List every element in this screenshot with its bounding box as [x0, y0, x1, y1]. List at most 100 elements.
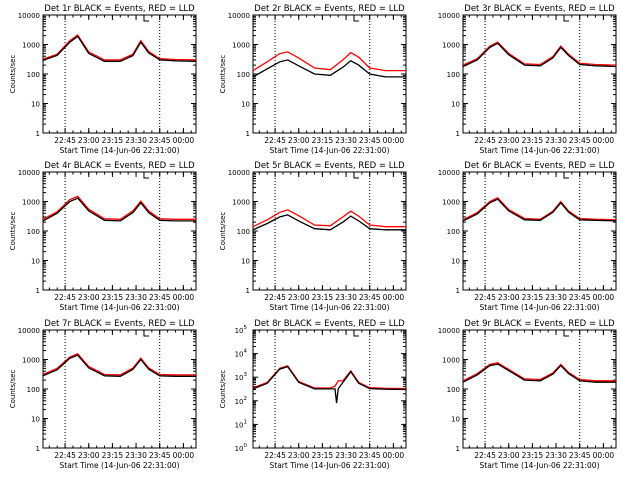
y-tick-label: 1: [246, 130, 250, 138]
y-axis-label: Counts/sec: [219, 370, 227, 409]
x-tick-label: 22:45: [264, 136, 286, 145]
series-events-line: [252, 59, 406, 78]
y-tick-label: 100: [235, 443, 248, 453]
series-events-line: [42, 35, 197, 62]
x-tick-label: 23:00: [498, 136, 520, 145]
plot-frame: [42, 329, 197, 449]
y-tick-label: 10: [31, 101, 40, 109]
x-tick-label: 22:45: [264, 293, 286, 302]
y-tick-label: 1000: [442, 199, 460, 207]
x-tick-label: 23:00: [78, 293, 100, 302]
x-tick-label: 23:00: [498, 293, 520, 302]
y-tick-label: 10: [31, 258, 40, 266]
y-axis-label: Counts/sec: [9, 370, 17, 409]
x-tick-label: 22:45: [54, 293, 76, 302]
x-tick-label: 00:00: [383, 136, 405, 145]
x-tick-label: 23:30: [545, 136, 567, 145]
x-tick-label: 23:45: [149, 136, 171, 145]
series-lld-line: [252, 51, 406, 72]
y-tick-label: 1000: [22, 357, 40, 365]
plot-frame: [42, 171, 197, 291]
plot-frame: [462, 329, 617, 449]
series-lld-line: [462, 197, 617, 221]
y-tick-label: 100: [27, 386, 40, 394]
plot-frame: [462, 14, 617, 134]
x-tick-label: 23:45: [569, 293, 591, 302]
bracket-marker: [353, 15, 359, 22]
series-events-line: [42, 354, 196, 377]
series-events-line: [252, 214, 406, 231]
x-axis-label: Start Time (14-Jun-06 22:31:00): [60, 461, 180, 470]
y-tick-label: 100: [447, 228, 460, 236]
y-tick-label: 1: [246, 287, 250, 295]
x-tick-label: 23:45: [359, 293, 381, 302]
series-events-line: [462, 363, 616, 383]
x-tick-label: 22:45: [264, 451, 286, 460]
x-axis-label: Start Time (14-Jun-06 22:31:00): [270, 461, 390, 470]
y-tick-label: 10: [451, 101, 460, 109]
x-tick-label: 23:30: [125, 136, 147, 145]
y-tick-label: 1: [36, 130, 40, 138]
x-tick-label: 23:00: [78, 136, 100, 145]
x-axis-label: Start Time (14-Jun-06 22:31:00): [270, 146, 390, 155]
y-tick-label: 10000: [18, 327, 40, 335]
series-lld-line: [42, 195, 196, 220]
x-tick-label: 23:45: [359, 136, 381, 145]
bracket-marker: [563, 330, 569, 337]
x-tick-label: 00:00: [383, 451, 405, 460]
x-axis-label: Start Time (14-Jun-06 22:31:00): [60, 146, 180, 155]
y-tick-label: 10000: [18, 169, 40, 177]
x-tick-label: 23:15: [102, 136, 124, 145]
bracket-marker: [563, 15, 569, 22]
y-tick-label: 101: [235, 419, 247, 429]
y-axis-label: Counts/sec: [9, 55, 17, 94]
y-tick-label: 10000: [438, 327, 460, 335]
y-tick-label: 100: [237, 71, 250, 79]
plot-frame: [252, 171, 407, 291]
y-tick-label: 1: [456, 130, 460, 138]
series-events-line: [462, 198, 617, 222]
series-lld-line: [462, 41, 617, 66]
x-axis-label: Start Time (14-Jun-06 22:31:00): [60, 303, 180, 312]
x-axis-label: Start Time (14-Jun-06 22:31:00): [270, 303, 390, 312]
chart-title: Det 8r BLACK = Events, RED = LLD: [254, 319, 405, 329]
chart-panel: Det 6r BLACK = Events, RED = LLD 1 10 100 10…: [438, 161, 617, 312]
x-tick-label: 23:15: [312, 451, 334, 460]
series-lld-line: [252, 209, 406, 228]
x-tick-label: 23:30: [545, 451, 567, 460]
y-tick-label: 1: [456, 445, 460, 453]
x-tick-label: 00:00: [593, 136, 615, 145]
y-axis-label: Counts/sec: [9, 212, 17, 251]
x-tick-label: 23:00: [288, 136, 310, 145]
y-tick-label: 104: [235, 349, 248, 359]
y-tick-label: 1000: [232, 199, 250, 207]
x-tick-label: 22:45: [474, 451, 496, 460]
y-tick-label: 10000: [18, 12, 40, 20]
bracket-marker: [143, 15, 149, 22]
y-tick-label: 10: [451, 258, 460, 266]
x-tick-label: 23:30: [545, 293, 567, 302]
bracket-marker: [143, 330, 149, 337]
chart-title: Det 9r BLACK = Events, RED = LLD: [464, 319, 615, 329]
chart-panel: Det 7r BLACK = Events, RED = LLD 1 10 100 10…: [9, 319, 197, 470]
chart-panel: Det 1r BLACK = Events, RED = LLD 1 10 100 10…: [9, 4, 197, 155]
x-tick-label: 23:15: [312, 293, 334, 302]
x-tick-label: 00:00: [383, 293, 405, 302]
x-tick-label: 23:00: [78, 451, 100, 460]
y-tick-label: 1: [36, 445, 40, 453]
y-tick-label: 1000: [442, 42, 460, 50]
x-axis-label: Start Time (14-Jun-06 22:31:00): [480, 146, 600, 155]
x-axis-label: Start Time (14-Jun-06 22:31:00): [480, 461, 600, 470]
chart-panel: Det 3r BLACK = Events, RED = LLD 1 10 100 10…: [438, 4, 617, 155]
x-tick-label: 00:00: [593, 451, 615, 460]
x-tick-label: 23:30: [125, 293, 147, 302]
y-axis-label: Counts/sec: [219, 55, 227, 94]
y-tick-label: 100: [27, 71, 40, 79]
plot-frame: [252, 14, 407, 134]
bracket-marker: [563, 172, 569, 179]
x-tick-label: 23:00: [498, 451, 520, 460]
chart-panel: Det 9r BLACK = Events, RED = LLD 1 10 100 10…: [438, 319, 617, 470]
x-tick-label: 22:45: [54, 136, 76, 145]
y-tick-label: 100: [27, 228, 40, 236]
chart-panel: Det 4r BLACK = Events, RED = LLD 1 10 100 10…: [9, 161, 197, 312]
